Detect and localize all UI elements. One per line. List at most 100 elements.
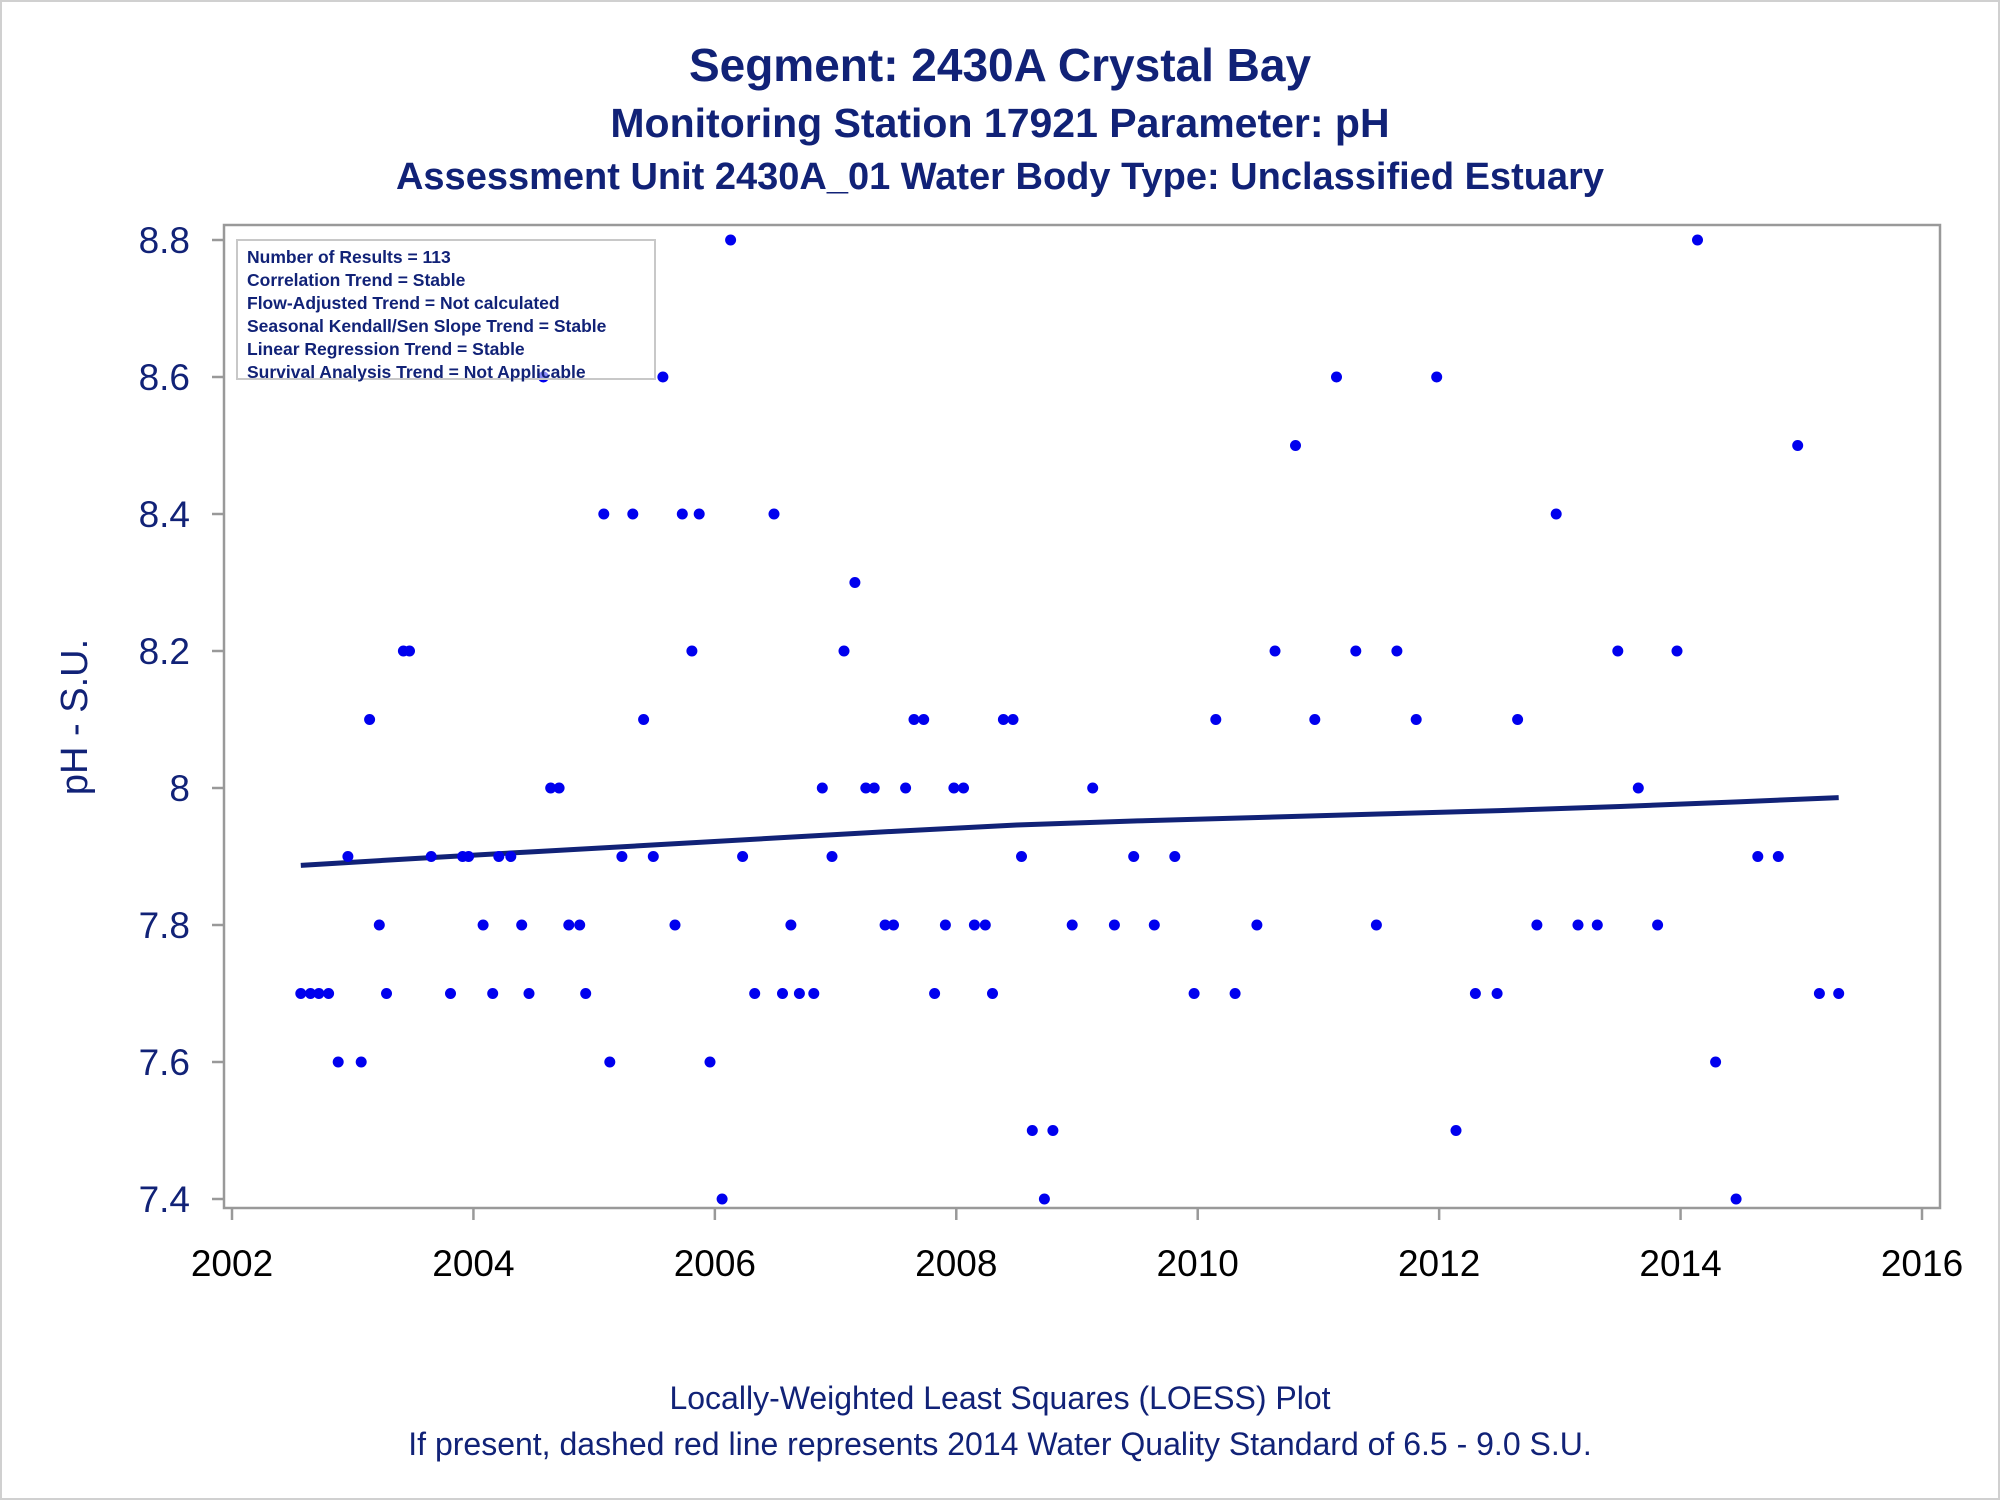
data-point — [1410, 714, 1422, 725]
data-point — [381, 988, 392, 999]
data-point — [1612, 645, 1624, 657]
data-point — [580, 988, 592, 999]
data-point — [598, 508, 610, 520]
data-point — [749, 988, 761, 999]
data-point — [868, 782, 880, 794]
data-point — [793, 988, 805, 999]
data-point — [1169, 851, 1181, 862]
data-point — [1431, 371, 1443, 383]
x-tick-label: 2004 — [432, 1243, 514, 1284]
y-tick-label: 8 — [169, 768, 190, 809]
y-axis-label: pH - S.U. — [54, 639, 96, 795]
data-point — [676, 508, 688, 520]
data-point — [1331, 371, 1342, 383]
data-point — [1671, 645, 1683, 657]
data-point — [1531, 919, 1543, 931]
data-point — [737, 851, 749, 862]
data-point — [355, 1056, 367, 1068]
data-point — [826, 851, 838, 862]
data-point — [1692, 234, 1703, 246]
data-point — [669, 919, 681, 931]
loess-trend-line — [300, 795, 1839, 868]
chart-title: Segment: 2430A Crystal Bay — [688, 39, 1312, 91]
y-tick-label: 7.8 — [139, 905, 190, 946]
data-point — [404, 645, 415, 657]
y-tick-label: 8.8 — [139, 220, 190, 261]
data-point — [1128, 851, 1140, 862]
trend-stats-box: Number of Results = 113 Correlation Tren… — [236, 239, 656, 382]
data-point — [1512, 714, 1524, 725]
data-point — [716, 1193, 728, 1205]
data-point — [1148, 919, 1160, 931]
y-tick-label: 8.2 — [139, 631, 190, 672]
stat-line: Seasonal Kendall/Sen Slope Trend = Stabl… — [247, 316, 607, 336]
trend-layer — [300, 795, 1839, 868]
data-point — [1370, 919, 1382, 931]
data-point — [997, 714, 1009, 725]
data-point — [768, 508, 780, 520]
stat-line: Flow-Adjusted Trend = Not calculated — [247, 293, 560, 313]
y-tick-label: 8.4 — [139, 494, 190, 535]
data-point — [704, 1056, 716, 1068]
data-point — [553, 782, 565, 794]
data-point — [918, 714, 930, 725]
data-point — [693, 508, 705, 520]
data-point — [295, 988, 307, 999]
y-tick-label: 8.6 — [139, 357, 190, 398]
stat-line: Linear Regression Trend = Stable — [247, 339, 525, 359]
data-point — [574, 919, 586, 931]
data-point — [888, 919, 899, 931]
x-tick-label: 2016 — [1881, 1243, 1963, 1284]
x-tick-label: 2010 — [1157, 1243, 1239, 1284]
data-point — [1491, 988, 1503, 999]
data-point — [1652, 919, 1664, 931]
data-point — [1632, 782, 1644, 794]
data-point — [1016, 851, 1027, 862]
x-axis: 2002 2004 2006 2008 2010 2012 2014 2016 — [191, 1208, 1963, 1284]
data-point — [929, 988, 941, 999]
data-point — [477, 919, 489, 931]
x-tick-label: 2006 — [674, 1243, 756, 1284]
data-point — [860, 782, 872, 794]
data-point — [1833, 988, 1845, 999]
stat-line: Correlation Trend = Stable — [247, 270, 466, 290]
data-point — [627, 508, 639, 520]
data-point — [425, 851, 437, 862]
data-point — [1792, 440, 1804, 451]
data-point — [979, 919, 991, 931]
footnote-standard: If present, dashed red line represents 2… — [408, 1426, 1592, 1462]
data-point — [364, 714, 376, 725]
data-point — [516, 919, 528, 931]
data-point — [777, 988, 788, 999]
data-point — [1108, 919, 1120, 931]
data-point — [1026, 1125, 1038, 1136]
data-point — [323, 988, 335, 999]
data-point — [1038, 1193, 1050, 1205]
data-point — [879, 919, 891, 931]
x-tick-label: 2012 — [1398, 1243, 1480, 1284]
data-point — [1450, 1125, 1462, 1136]
stat-line: Survival Analysis Trend = Not Applicable — [247, 362, 586, 382]
data-point — [1290, 440, 1301, 451]
data-point — [1229, 988, 1241, 999]
data-point — [808, 988, 820, 999]
data-point — [1572, 919, 1584, 931]
chart-subtitle: Monitoring Station 17921 Parameter: pH — [610, 100, 1390, 146]
data-point — [463, 851, 475, 862]
stat-line: Number of Results = 113 — [247, 247, 451, 267]
data-point — [725, 234, 737, 246]
data-point — [342, 851, 354, 862]
data-point — [1469, 988, 1481, 999]
data-point — [1047, 1125, 1059, 1136]
data-point — [838, 645, 850, 657]
data-point — [616, 851, 628, 862]
plot-area — [222, 223, 1942, 1210]
data-point — [657, 371, 669, 383]
data-point — [1210, 714, 1222, 725]
y-tick-label: 7.4 — [139, 1179, 190, 1220]
data-point — [1730, 1193, 1742, 1205]
data-point — [487, 988, 499, 999]
data-point — [638, 714, 650, 725]
data-point — [1188, 988, 1200, 999]
